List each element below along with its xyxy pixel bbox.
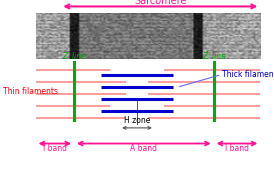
Text: I band: I band — [43, 144, 67, 153]
Text: Sarcomere: Sarcomere — [134, 0, 187, 6]
Text: Thin filaments: Thin filaments — [3, 88, 58, 96]
Text: I band: I band — [225, 144, 249, 153]
Text: Z  line: Z line — [202, 52, 226, 61]
Text: A band: A band — [130, 144, 157, 153]
Text: Z  line: Z line — [62, 52, 86, 61]
Text: H zone: H zone — [124, 116, 150, 125]
Text: Thick filaments: Thick filaments — [222, 70, 274, 79]
